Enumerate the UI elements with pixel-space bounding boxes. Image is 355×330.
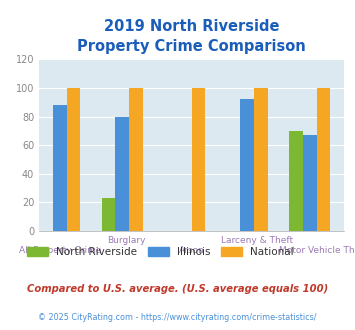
Bar (240, 99, 254, 231)
Legend: North Riverside, Illinois, National: North Riverside, Illinois, National (23, 243, 298, 261)
Bar (53, 105, 67, 231)
Bar (289, 131, 303, 231)
Text: Larceny & Theft: Larceny & Theft (221, 236, 293, 245)
Title: 2019 North Riverside
Property Crime Comparison: 2019 North Riverside Property Crime Comp… (77, 19, 306, 54)
Bar (317, 88, 331, 231)
Bar (303, 135, 317, 231)
Bar (115, 116, 129, 231)
Bar (254, 88, 268, 231)
Text: © 2025 CityRating.com - https://www.cityrating.com/crime-statistics/: © 2025 CityRating.com - https://www.city… (38, 313, 317, 322)
Text: Burglary: Burglary (107, 236, 146, 245)
Text: Compared to U.S. average. (U.S. average equals 100): Compared to U.S. average. (U.S. average … (27, 284, 328, 294)
Bar (102, 198, 115, 231)
Bar (129, 88, 143, 231)
Bar (67, 88, 81, 231)
Text: Arson: Arson (179, 246, 204, 255)
Text: Motor Vehicle Theft: Motor Vehicle Theft (279, 246, 355, 255)
Bar (192, 88, 206, 231)
Text: All Property Crime: All Property Crime (20, 246, 102, 255)
